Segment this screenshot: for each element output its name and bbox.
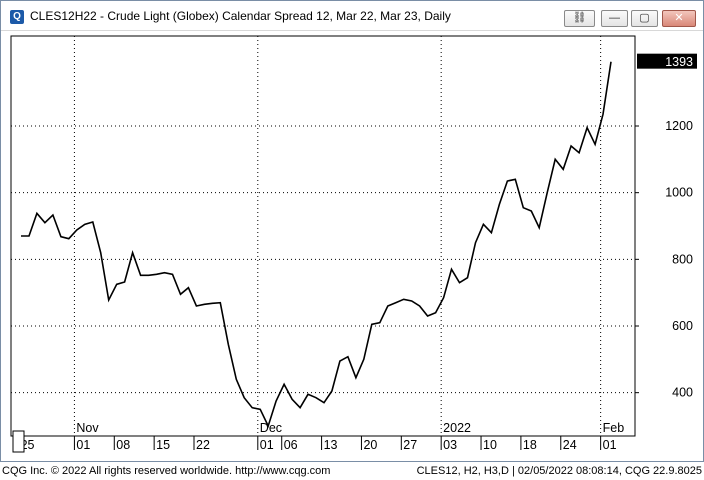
day-label: 18 (523, 438, 537, 452)
day-label: 01 (603, 438, 617, 452)
y-tick-label: 1200 (665, 119, 693, 133)
day-label: 27 (403, 438, 417, 452)
day-label: 24 (563, 438, 577, 452)
vertical-grid (73, 36, 602, 436)
maximize-button[interactable]: ▢ (631, 10, 658, 27)
link-icon: ⛓ (572, 12, 587, 24)
maximize-icon: ▢ (639, 12, 650, 24)
link-button[interactable]: ⛓ (564, 10, 595, 27)
month-label: 2022 (443, 421, 471, 435)
day-label: 01 (260, 438, 274, 452)
y-tick-label: 600 (672, 319, 693, 333)
y-tick-label: 400 (672, 386, 693, 400)
title-bar: Q CLES12H22 - Crude Light (Globex) Calen… (1, 1, 703, 31)
day-label: 13 (324, 438, 338, 452)
day-label: 15 (156, 438, 170, 452)
y-tick-label: 1000 (665, 186, 693, 200)
plot-area[interactable] (10, 35, 636, 437)
close-button[interactable]: ✕ (662, 10, 696, 27)
y-tick-label: 800 (672, 252, 693, 266)
last-price-box (637, 53, 697, 69)
day-label: 06 (284, 438, 298, 452)
status-footer: CQG Inc. © 2022 All rights reserved worl… (0, 462, 704, 480)
day-label: 01 (76, 438, 90, 452)
spread-price-line (21, 61, 612, 429)
cqg-app-icon[interactable]: Q (10, 10, 24, 24)
scroll-handle[interactable] (12, 430, 25, 453)
copyright-text: CQG Inc. © 2022 All rights reserved worl… (2, 465, 331, 477)
day-label: 08 (116, 438, 130, 452)
window-title: CLES12H22 - Crude Light (Globex) Calenda… (30, 9, 451, 23)
minimize-button[interactable]: — (601, 10, 628, 27)
close-icon: ✕ (674, 12, 684, 24)
minimize-icon: — (609, 12, 620, 24)
day-label: 10 (483, 438, 497, 452)
horizontal-grid (11, 125, 635, 394)
chart-window: Q CLES12H22 - Crude Light (Globex) Calen… (0, 0, 704, 462)
last-price-marker: 1393 (637, 53, 697, 69)
last-price-label: 1393 (665, 55, 693, 69)
month-label: Feb (603, 421, 625, 435)
day-label: 22 (196, 438, 210, 452)
day-label: 03 (443, 438, 457, 452)
month-label: Nov (76, 421, 99, 435)
y-axis: 400 600 800 1000 1200 (635, 119, 693, 400)
month-label: Dec (260, 421, 282, 435)
day-label: 20 (363, 438, 377, 452)
symbol-timestamp-text: CLES12, H2, H3,D | 02/05/2022 08:08:14, … (416, 465, 702, 477)
